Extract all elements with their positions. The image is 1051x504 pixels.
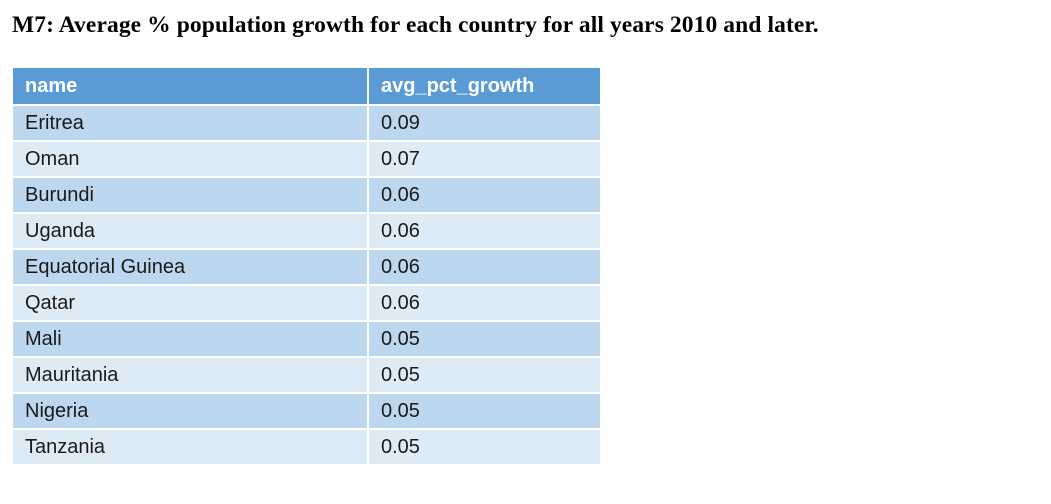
table-row: Mali 0.05 [13, 322, 600, 358]
table-row: Eritrea 0.09 [13, 106, 600, 142]
cell-name: Uganda [13, 214, 369, 250]
cell-avg-pct-growth: 0.06 [369, 250, 600, 286]
cell-name: Burundi [13, 178, 369, 214]
table-row: Burundi 0.06 [13, 178, 600, 214]
cell-avg-pct-growth: 0.09 [369, 106, 600, 142]
cell-name: Qatar [13, 286, 369, 322]
cell-name: Oman [13, 142, 369, 178]
cell-name: Equatorial Guinea [13, 250, 369, 286]
table-row: Mauritania 0.05 [13, 358, 600, 394]
table-header-row: name avg_pct_growth [13, 68, 600, 106]
table-row: Qatar 0.06 [13, 286, 600, 322]
cell-avg-pct-growth: 0.05 [369, 394, 600, 430]
cell-avg-pct-growth: 0.05 [369, 430, 600, 466]
table-row: Equatorial Guinea 0.06 [13, 250, 600, 286]
cell-avg-pct-growth: 0.05 [369, 322, 600, 358]
cell-avg-pct-growth: 0.06 [369, 286, 600, 322]
table-row: Tanzania 0.05 [13, 430, 600, 466]
cell-avg-pct-growth: 0.06 [369, 214, 600, 250]
cell-name: Mauritania [13, 358, 369, 394]
cell-avg-pct-growth: 0.07 [369, 142, 600, 178]
page-title: M7: Average % population growth for each… [12, 12, 819, 38]
results-table: name avg_pct_growth Eritrea 0.09 Oman 0.… [13, 68, 600, 466]
table-row: Uganda 0.06 [13, 214, 600, 250]
column-header-name: name [13, 68, 369, 106]
cell-name: Nigeria [13, 394, 369, 430]
cell-name: Tanzania [13, 430, 369, 466]
cell-avg-pct-growth: 0.05 [369, 358, 600, 394]
cell-avg-pct-growth: 0.06 [369, 178, 600, 214]
table-row: Nigeria 0.05 [13, 394, 600, 430]
table-row: Oman 0.07 [13, 142, 600, 178]
column-header-avg-pct-growth: avg_pct_growth [369, 68, 600, 106]
cell-name: Eritrea [13, 106, 369, 142]
cell-name: Mali [13, 322, 369, 358]
